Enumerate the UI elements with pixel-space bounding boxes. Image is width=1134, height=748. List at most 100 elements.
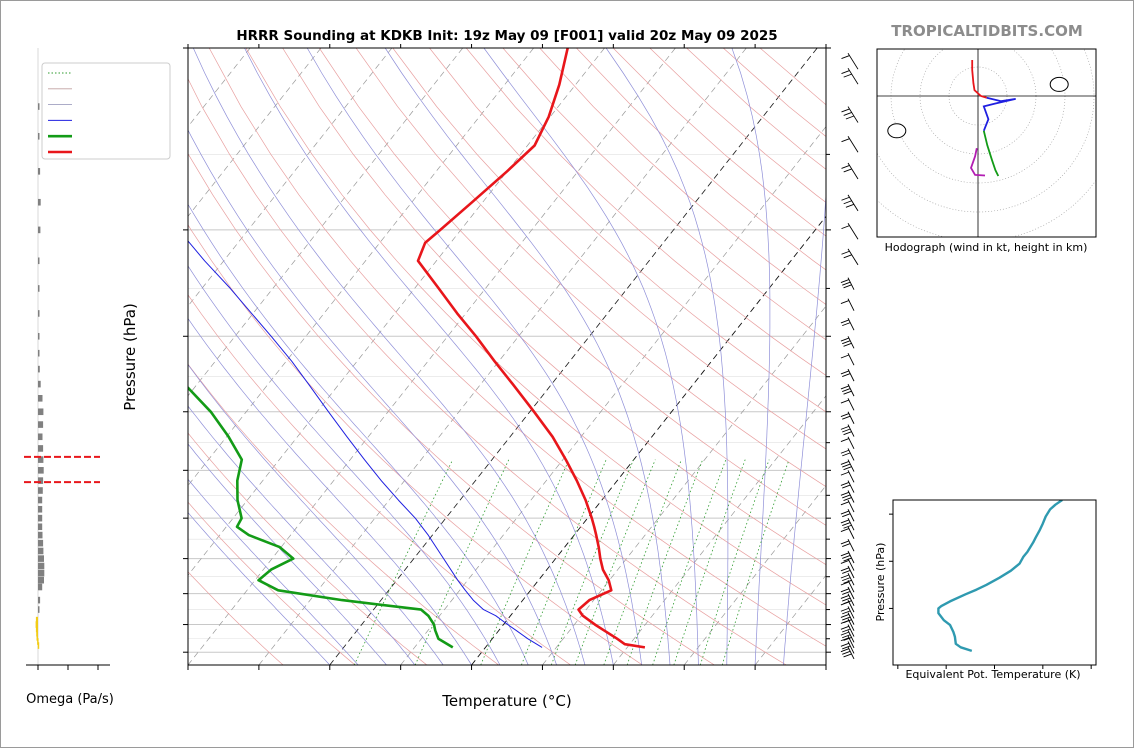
- wind-barb-staff: [847, 618, 855, 631]
- pseudo-adiabat: [188, 129, 557, 665]
- omega-bar: [38, 562, 45, 570]
- omega-bar: [35, 621, 38, 628]
- wind-barb-staff: [847, 635, 855, 649]
- wind-barb-flag: [840, 540, 850, 545]
- wind-barb-staff: [847, 624, 855, 637]
- wind-barb-staff: [847, 480, 855, 493]
- wind-barb-staff: [847, 162, 859, 180]
- pseudo-adiabat: [731, 48, 771, 665]
- isotherm: [188, 48, 322, 217]
- hodograph-trace: [982, 130, 1000, 177]
- dry-adiabat: [188, 363, 499, 665]
- wind-barb-flag: [842, 628, 851, 633]
- dry-adiabat: [355, 48, 826, 488]
- omega-bar: [38, 456, 44, 463]
- wind-barb-flag: [840, 519, 850, 524]
- pseudo-adiabat: [188, 512, 331, 665]
- dry-adiabat: [188, 294, 571, 665]
- wind-barb-flag: [843, 284, 852, 289]
- wind-barb-flag: [840, 501, 850, 506]
- omega-bar: [38, 395, 43, 402]
- wind-barb-flag: [840, 631, 850, 636]
- pseudo-adiabat: [188, 478, 359, 665]
- pseudo-adiabat: [306, 48, 643, 665]
- wind-barb-flag: [842, 555, 851, 559]
- wind-barb-staff: [847, 612, 855, 625]
- wind-barb-flag: [841, 164, 850, 169]
- wind-barb-flag: [842, 388, 851, 392]
- skewt-axes-frame: [187, 47, 827, 666]
- omega-bar: [38, 496, 43, 504]
- wind-barb-flag: [840, 471, 850, 476]
- wind-barb-staff: [847, 222, 859, 240]
- omega-bar: [38, 477, 44, 484]
- wind-barb-staff: [847, 67, 859, 85]
- wind-barb-flag: [840, 588, 850, 593]
- omega-axis-label: Omega (Pa/s): [26, 692, 114, 707]
- omega-bar: [38, 433, 43, 441]
- wind-barb-flag: [840, 370, 850, 375]
- omega-bar: [38, 596, 41, 604]
- wind-barb-flag: [840, 438, 850, 442]
- wind-barb-flag: [842, 645, 851, 650]
- wind-barb-flag: [842, 543, 851, 548]
- dry-adiabat: [208, 48, 826, 647]
- wind-barbs: [840, 52, 859, 660]
- wind-barb-flag: [840, 648, 850, 653]
- omega-bar: [38, 547, 44, 555]
- wind-barb-flag: [840, 581, 850, 586]
- omega-bar: [38, 606, 40, 613]
- pseudo-adiabat: [188, 317, 472, 665]
- omega-bar: [38, 445, 44, 452]
- wind-barb-staff: [847, 459, 855, 472]
- mixing-ratio-line: [699, 459, 770, 665]
- dry-adiabat: [539, 48, 826, 305]
- wind-barb-staff: [847, 572, 855, 586]
- wind-barb-staff: [847, 550, 855, 564]
- wind-barb-flag: [840, 399, 850, 404]
- omega-bar: [38, 523, 43, 531]
- hodograph-trace: [970, 148, 986, 177]
- wind-barb-staff: [847, 353, 855, 366]
- wind-barb-staff: [847, 448, 855, 461]
- pseudo-adiabat: [192, 48, 586, 665]
- wind-barb-flag: [842, 610, 851, 615]
- dry-adiabat: [188, 224, 643, 665]
- wind-barb-flag: [840, 528, 850, 532]
- wind-barb-flag: [840, 625, 850, 630]
- omega-bar: [35, 625, 38, 633]
- omega-bar: [37, 642, 40, 649]
- isotherm: [188, 48, 676, 665]
- omega-bar: [35, 616, 38, 624]
- wind-barb-flag: [840, 642, 850, 647]
- wind-barb-flag: [842, 373, 851, 377]
- wind-barb-flag: [842, 484, 851, 489]
- wind-barb-flag: [841, 250, 850, 255]
- dry-adiabat: [282, 48, 826, 566]
- wind-barb-flag: [842, 281, 851, 286]
- skewt-axes: [183, 44, 831, 670]
- dry-adiabat: [188, 78, 787, 665]
- isotherm: [613, 395, 826, 665]
- mixing-ratio-line: [550, 459, 634, 665]
- wind-barb-staff: [847, 630, 855, 643]
- storm-motion-marker: [1049, 76, 1069, 92]
- isotherm: [471, 215, 826, 665]
- dry-adiabat: [686, 48, 826, 170]
- mixing-ratio-line: [574, 459, 656, 665]
- pseudo-adiabat: [783, 189, 826, 665]
- wind-barb-staff: [847, 579, 855, 593]
- omega-bar: [38, 569, 45, 577]
- pseudo-adiabat: [188, 265, 501, 665]
- omega-bar: [38, 310, 40, 317]
- wind-barb-staff: [847, 606, 855, 619]
- dry-adiabat: [188, 571, 284, 665]
- wind-barb-staff: [847, 277, 855, 290]
- omega-panel: [24, 48, 110, 670]
- dry-adiabat: [759, 48, 826, 106]
- dry-adiabat: [188, 152, 715, 665]
- wind-barb-staff: [847, 490, 855, 503]
- pseudo-adiabat: [188, 203, 529, 665]
- dry-adiabat: [392, 48, 826, 450]
- omega-bar: [38, 103, 40, 110]
